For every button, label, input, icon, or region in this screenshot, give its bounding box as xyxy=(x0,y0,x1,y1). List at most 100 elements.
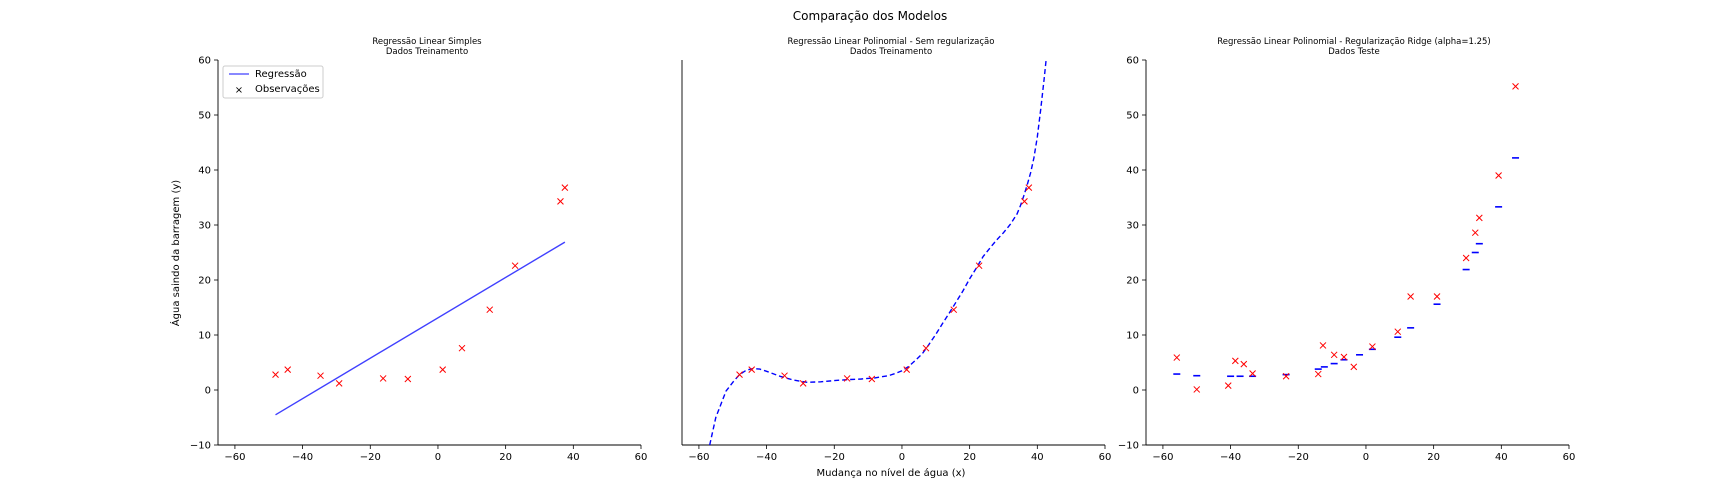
x-tick-label: 60 xyxy=(1099,452,1112,463)
x-tick-label: −20 xyxy=(1288,452,1309,463)
observation-point xyxy=(1025,184,1033,191)
observation-stroke xyxy=(1350,363,1358,371)
observation-stroke xyxy=(317,372,324,380)
observation-stroke xyxy=(1224,382,1232,389)
observation-point xyxy=(561,184,569,191)
observation-point xyxy=(1340,353,1348,361)
y-axis-label: Água saindo da barragem (y) xyxy=(169,180,182,326)
y-tick-label: 50 xyxy=(198,111,211,122)
observation-stroke xyxy=(561,184,569,191)
observation-point xyxy=(1240,360,1248,368)
observation-point xyxy=(1433,293,1441,300)
observation-point xyxy=(1350,363,1358,371)
x-tick-label: −20 xyxy=(824,452,845,463)
x-tick-label: 60 xyxy=(1563,452,1576,463)
subplot-title-line2: Dados Treinamento xyxy=(850,47,932,57)
observation-point xyxy=(1512,83,1519,90)
y-tick-label: 40 xyxy=(198,166,211,177)
y-tick-label: 10 xyxy=(1126,331,1139,342)
observation-stroke xyxy=(1462,254,1470,262)
observation-stroke xyxy=(1025,184,1033,191)
x-axis-label: Mudança no nível de água (x) xyxy=(817,467,966,479)
observation-point xyxy=(1314,370,1322,378)
observation-point xyxy=(486,306,494,314)
observation-stroke xyxy=(511,262,519,270)
observation-stroke xyxy=(1231,357,1239,365)
x-tick-label: −40 xyxy=(292,452,313,463)
observation-stroke xyxy=(1330,351,1338,359)
x-tick-label: 40 xyxy=(1031,452,1044,463)
x-tick-label: 20 xyxy=(963,452,976,463)
observation-stroke xyxy=(1249,370,1256,377)
subplot-title-line2: Dados Treinamento xyxy=(386,47,468,57)
observation-point xyxy=(1224,382,1232,389)
observation-point xyxy=(1462,254,1470,262)
observation-stroke xyxy=(284,366,292,374)
y-tick-label: 20 xyxy=(198,276,211,287)
observation-point xyxy=(1319,342,1327,349)
data-layer xyxy=(709,60,1047,445)
observation-stroke xyxy=(1394,328,1402,336)
observation-point xyxy=(404,375,412,383)
y-tick-label: 10 xyxy=(198,331,211,342)
subplot-title-line2: Dados Teste xyxy=(1328,47,1379,57)
observation-point xyxy=(903,366,911,374)
y-tick-label: 0 xyxy=(1133,386,1139,397)
x-tick-label: −60 xyxy=(224,452,245,463)
observation-stroke xyxy=(748,366,756,374)
x-tick-label: −60 xyxy=(1152,452,1173,463)
x-tick-label: 0 xyxy=(899,452,905,463)
y-tick-label: 20 xyxy=(1126,276,1139,287)
observation-point xyxy=(511,262,519,270)
observation-stroke xyxy=(557,197,564,205)
observation-stroke xyxy=(1471,229,1479,237)
observation-point xyxy=(1330,351,1338,359)
observation-point xyxy=(1282,372,1290,380)
observation-point xyxy=(272,371,279,378)
observation-point xyxy=(1471,229,1479,237)
subplot-title-line1: Regressão Linear Simples xyxy=(372,37,482,47)
observation-stroke xyxy=(843,375,851,382)
legend-marker-label: Observações xyxy=(255,84,320,95)
observation-point xyxy=(1394,328,1402,336)
observation-point xyxy=(1173,354,1181,361)
observation-point xyxy=(317,372,324,380)
observation-point xyxy=(922,344,930,352)
observation-stroke xyxy=(1475,214,1483,222)
x-tick-label: 40 xyxy=(567,452,580,463)
legend: Regressão × Observações xyxy=(222,65,324,99)
x-tick-label: −40 xyxy=(1220,452,1241,463)
x-tick-label: 20 xyxy=(499,452,512,463)
observation-point xyxy=(1369,343,1376,350)
observation-stroke xyxy=(1021,197,1028,205)
observation-point xyxy=(379,375,387,382)
observation-stroke xyxy=(1282,372,1290,380)
observation-stroke xyxy=(799,380,807,387)
x-tick-label: 40 xyxy=(1495,452,1508,463)
x-tick-label: 0 xyxy=(435,452,441,463)
observation-stroke xyxy=(903,366,911,374)
observation-point xyxy=(868,375,876,383)
observation-point xyxy=(1407,293,1414,300)
subplot-title-line1: Regressão Linear Polinomial - Sem regula… xyxy=(788,37,995,47)
observation-stroke xyxy=(1319,342,1327,349)
observation-point xyxy=(557,197,564,205)
y-tick-label: 50 xyxy=(1126,111,1139,122)
x-tick-label: −60 xyxy=(688,452,709,463)
observation-stroke xyxy=(736,371,743,378)
observation-point xyxy=(335,380,343,387)
subplot-ridge-regularization: Regressão Linear Polinomial - Regulariza… xyxy=(1118,37,1575,463)
observation-stroke xyxy=(1193,386,1201,393)
observation-point xyxy=(781,372,788,380)
y-tick-label: 30 xyxy=(1126,221,1139,232)
observation-point xyxy=(1021,197,1028,205)
x-tick-label: 20 xyxy=(1427,452,1440,463)
observation-stroke xyxy=(1240,360,1248,368)
observation-point xyxy=(1193,386,1201,393)
y-tick-label: 60 xyxy=(198,56,211,67)
observation-stroke xyxy=(1340,353,1348,361)
observation-stroke xyxy=(1433,293,1441,300)
observation-stroke xyxy=(1407,293,1414,300)
legend-marker-swatch: × xyxy=(235,85,243,96)
observation-point xyxy=(1475,214,1483,222)
